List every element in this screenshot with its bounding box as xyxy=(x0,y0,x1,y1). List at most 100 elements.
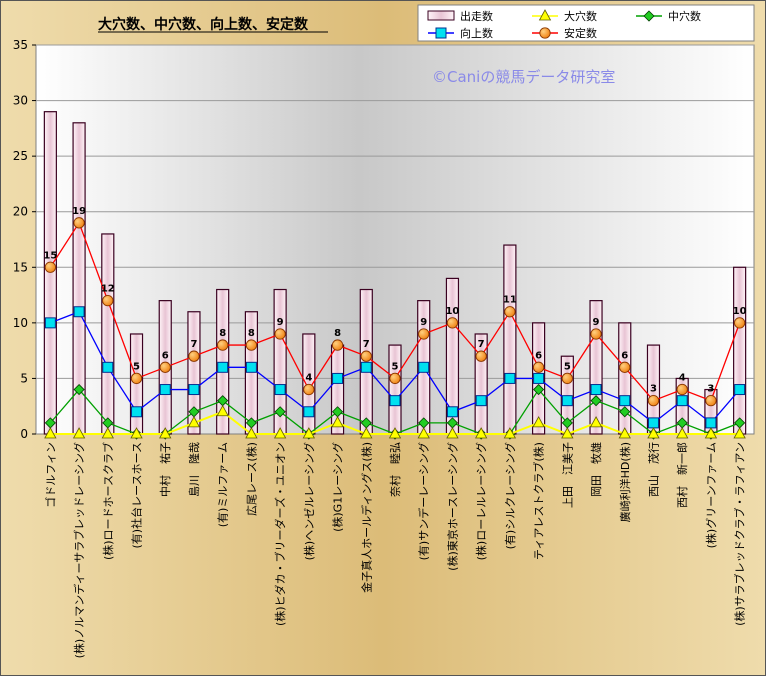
x-tick-label: (有)シルクレーシング xyxy=(503,442,517,549)
marker-triangle xyxy=(704,427,718,439)
data-label: 10 xyxy=(445,306,459,317)
marker-circle xyxy=(676,383,688,396)
x-tick-label: 奈村 睦弘 xyxy=(388,442,402,497)
marker-diamond xyxy=(590,395,602,407)
marker-square xyxy=(274,384,286,396)
grid-lines xyxy=(36,44,754,379)
marker-triangle xyxy=(331,416,344,428)
marker-triangle xyxy=(417,427,430,439)
marker-square xyxy=(73,306,85,318)
data-label: 3 xyxy=(650,384,657,395)
x-tick-label: 西村 新一郎 xyxy=(675,442,689,508)
x-tick-label: ティアレストクラブ(株) xyxy=(532,442,546,560)
marker-circle xyxy=(619,361,631,373)
marker-square xyxy=(533,372,545,384)
marker-diamond xyxy=(619,406,631,418)
marker-circle xyxy=(590,328,602,340)
x-tick-label: (株)ロードホースクラブ xyxy=(101,442,115,560)
legend-item: 安定数 xyxy=(532,26,597,40)
marker-square xyxy=(676,395,688,407)
data-label: 7 xyxy=(190,339,197,350)
bar xyxy=(503,244,517,435)
x-tick-label: (株)ヘンゼルレーシング xyxy=(302,442,316,560)
y-axis: 0 5 10 15 20 25 30 35 xyxy=(13,38,36,441)
marker-circle xyxy=(274,328,286,340)
series-安定数 xyxy=(44,217,746,407)
y-tick-label: 25 xyxy=(13,149,28,163)
marker-triangle xyxy=(388,427,402,439)
marker-square xyxy=(475,395,487,407)
bar xyxy=(187,311,201,435)
y-tick-label: 5 xyxy=(20,371,28,385)
marker-square xyxy=(418,361,430,373)
marker-triangle xyxy=(302,427,316,439)
x-tick-label: 金子真人ホールディングス(株) xyxy=(359,442,373,593)
marker-triangle xyxy=(130,427,143,439)
marker-square xyxy=(389,395,401,407)
x-tick-label: 広尾レース(株) xyxy=(244,442,258,516)
marker-triangle xyxy=(538,9,552,21)
legend-item: 大穴数 xyxy=(532,9,597,23)
marker-triangle xyxy=(72,427,86,439)
marker-triangle xyxy=(245,427,258,439)
bar xyxy=(101,233,115,435)
marker-triangle xyxy=(589,416,603,428)
x-tick-label: (株)G1レーシング xyxy=(331,442,345,532)
legend-label: 安定数 xyxy=(564,26,597,40)
legend-item: 出走数 xyxy=(427,9,493,23)
marker-diamond xyxy=(643,10,655,22)
x-tick-label: (有)サンデーレーシング xyxy=(417,442,431,560)
data-label: 9 xyxy=(593,317,600,328)
marker-square xyxy=(102,361,114,373)
marker-square xyxy=(590,384,602,396)
data-label: 6 xyxy=(162,350,169,361)
x-axis-labels: ゴドルフィン (株)ノルマンディーサラブレッドレーシング (株)ロードホースクラブ (… xyxy=(43,442,746,658)
bar xyxy=(388,344,402,435)
line-series xyxy=(44,217,746,440)
marker-circle xyxy=(217,339,229,351)
data-label: 8 xyxy=(219,328,226,339)
marker-triangle xyxy=(101,427,114,439)
marker-square xyxy=(131,406,143,418)
marker-circle xyxy=(73,217,85,229)
y-tick-label: 0 xyxy=(20,427,28,441)
marker-square xyxy=(360,361,372,373)
data-label: 3 xyxy=(707,384,714,395)
data-label: 12 xyxy=(101,284,115,295)
y-tick-label: 30 xyxy=(13,94,28,108)
bar xyxy=(733,266,747,435)
data-label: 6 xyxy=(535,350,542,361)
bar xyxy=(216,288,230,435)
marker-circle xyxy=(475,350,487,362)
marker-square xyxy=(159,384,171,396)
data-label: 10 xyxy=(733,306,747,317)
series-向上数 xyxy=(44,306,746,429)
marker-triangle xyxy=(474,427,488,439)
data-label: 19 xyxy=(72,206,86,217)
marker-circle xyxy=(418,328,430,340)
data-label: 5 xyxy=(133,361,140,372)
y-tick-label: 35 xyxy=(13,38,28,52)
x-tick-label: (株)サラブレッドクラブ・ラフィアン xyxy=(733,442,747,626)
data-label: 7 xyxy=(363,339,370,350)
legend-label: 向上数 xyxy=(460,26,493,40)
data-label: 8 xyxy=(248,328,255,339)
marker-circle xyxy=(504,306,516,318)
x-tick-label: 岡田 牧雄 xyxy=(589,442,603,497)
data-label: 15 xyxy=(43,250,57,261)
x-tick-label: 西山 茂行 xyxy=(646,442,660,497)
data-label: 7 xyxy=(478,339,485,350)
x-tick-label: (株)グリーンファーム xyxy=(704,442,718,548)
x-tick-label: (有)社台レースホース xyxy=(130,442,144,548)
marker-diamond xyxy=(533,383,545,396)
marker-diamond xyxy=(274,406,286,418)
marker-triangle xyxy=(561,427,574,439)
marker-square xyxy=(705,417,717,429)
data-label: 5 xyxy=(564,361,571,372)
x-tick-label: ゴドルフィン xyxy=(43,442,57,508)
x-tick-label: 廣崎利洋HD(株) xyxy=(618,442,632,522)
marker-square xyxy=(435,27,447,39)
x-tick-label: (株)ノルマンディーサラブレッドレーシング xyxy=(72,442,86,658)
